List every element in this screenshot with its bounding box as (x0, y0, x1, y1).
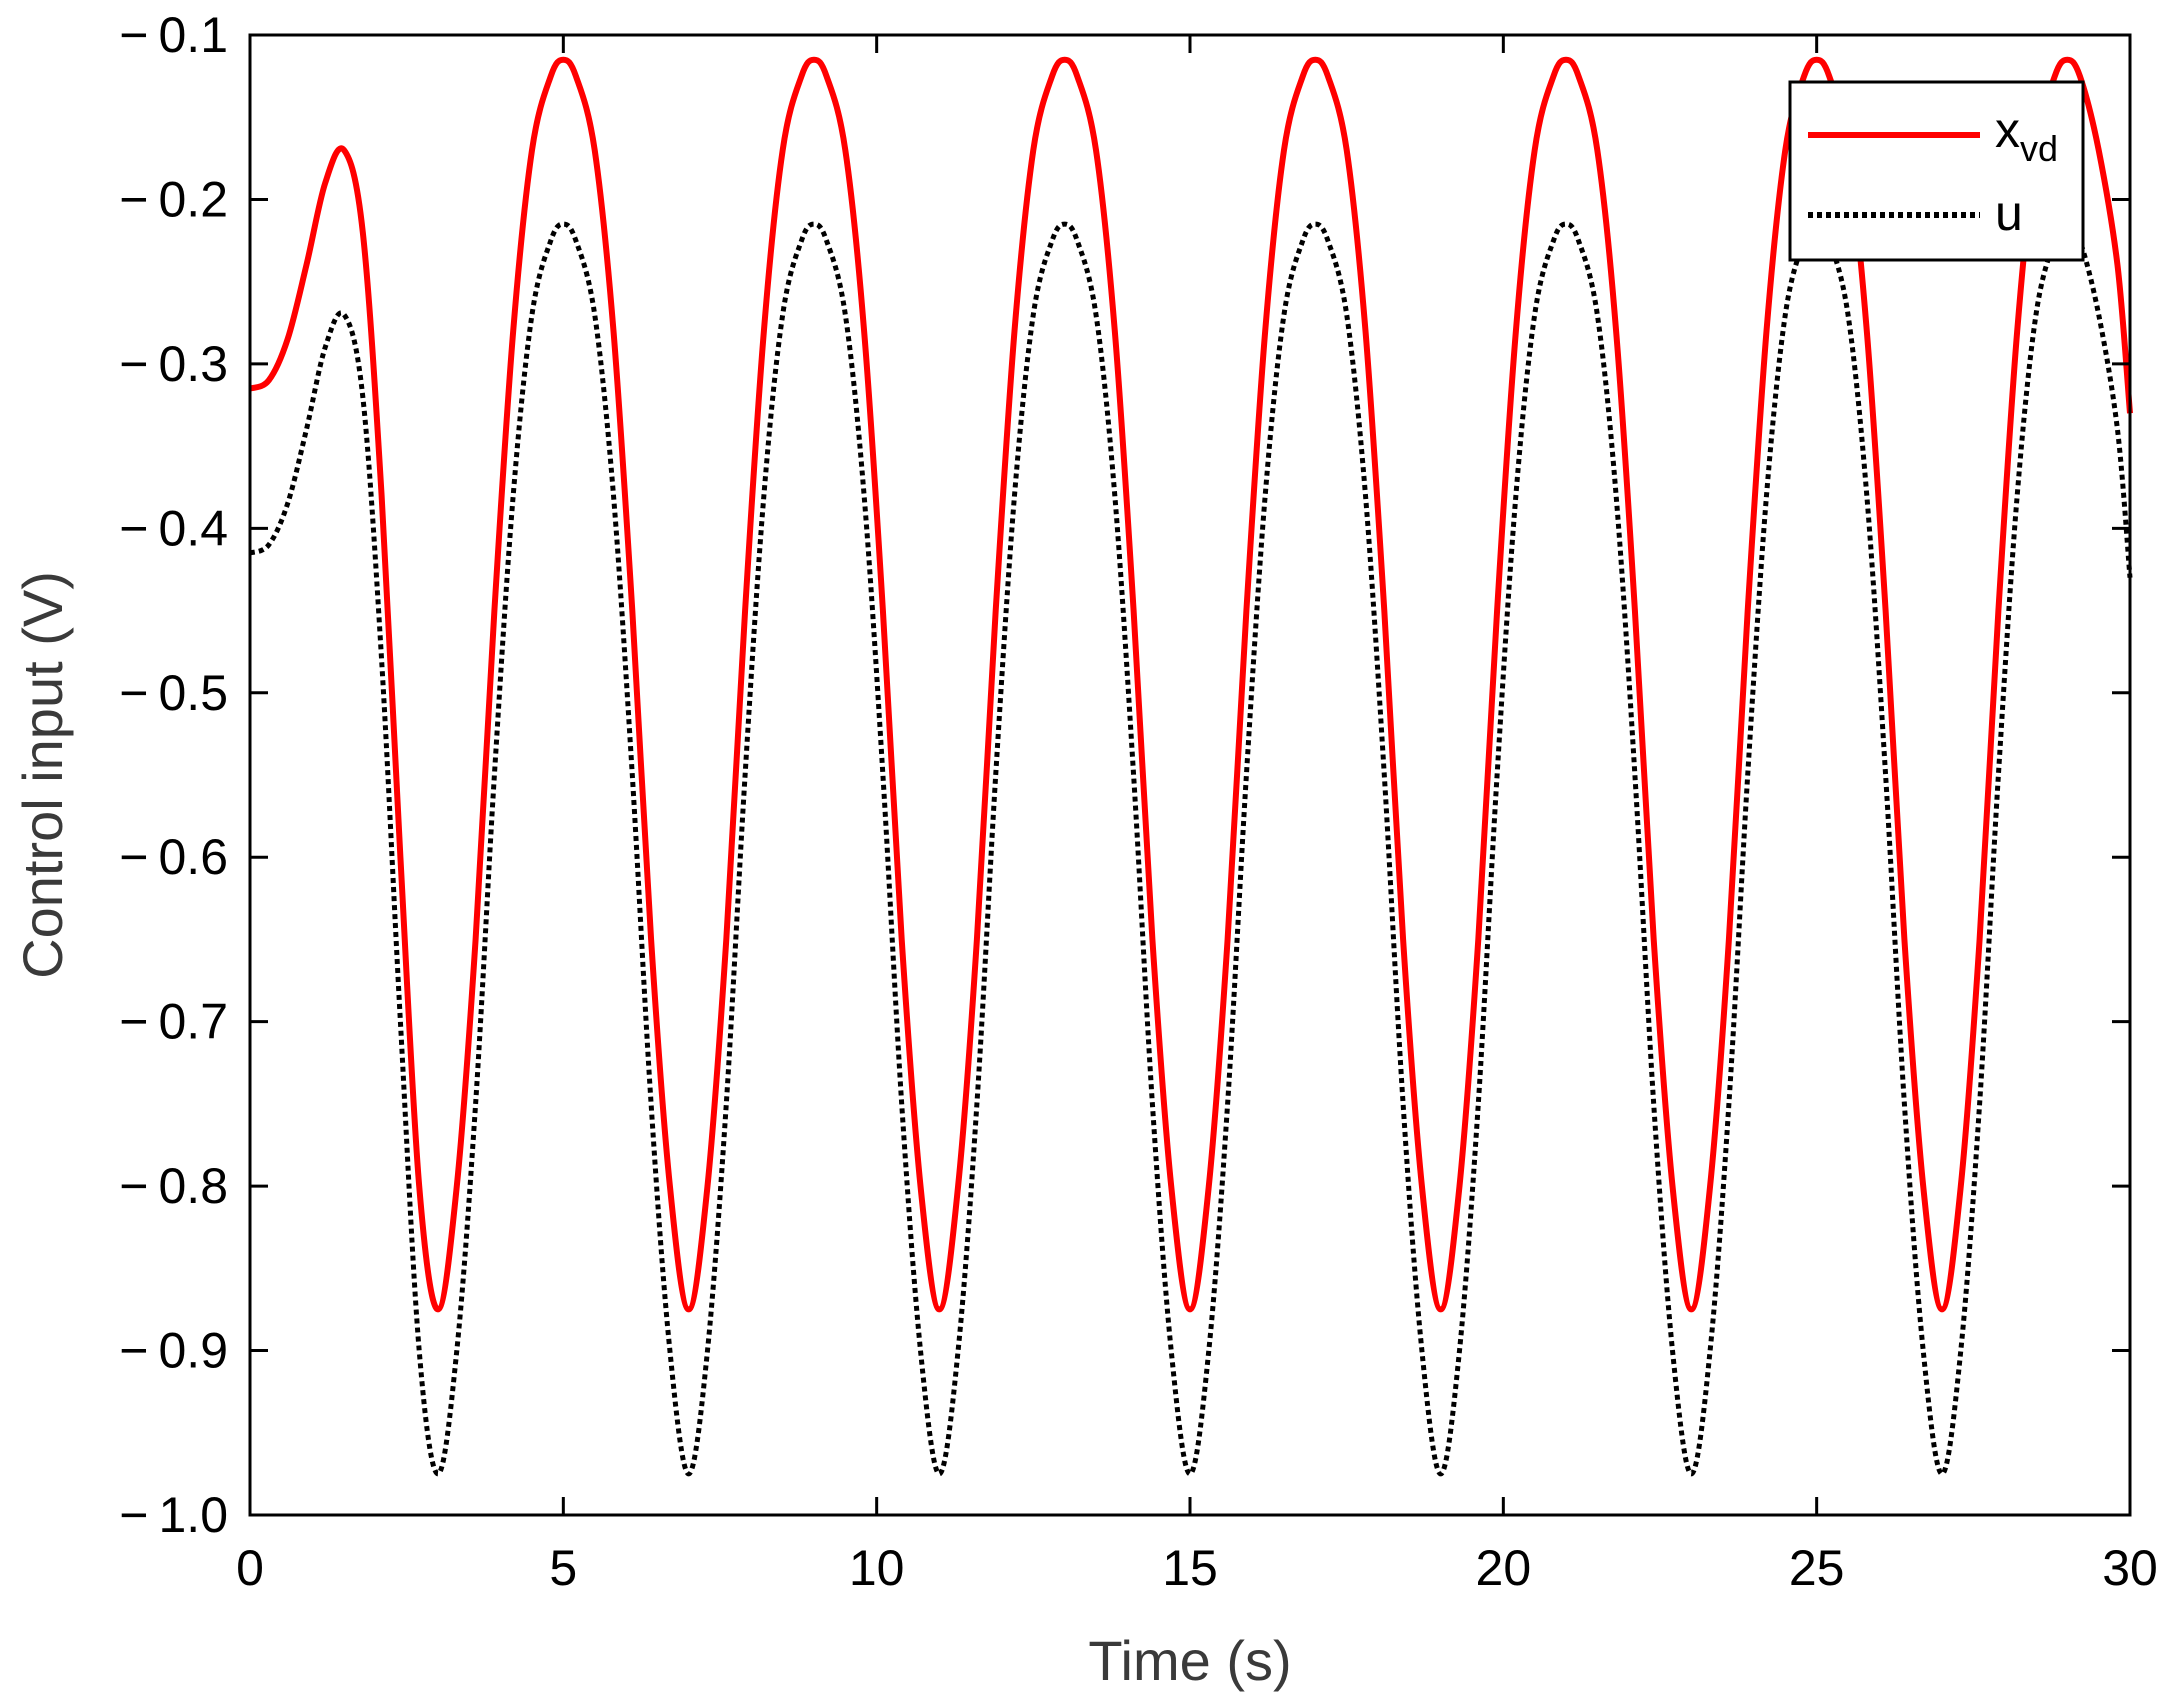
legend: xvd u (1788, 80, 2085, 262)
x-tick-label: 5 (549, 1540, 577, 1596)
y-tick-label: − 0.2 (119, 171, 228, 227)
plot-background (250, 35, 2130, 1515)
x-tick-label: 25 (1789, 1540, 1845, 1596)
x-axis-label: Time (s) (1088, 1629, 1291, 1692)
y-tick-label: − 0.1 (119, 7, 228, 63)
y-tick-label: − 0.3 (119, 336, 228, 392)
y-axis-label: Control input (V) (11, 571, 74, 979)
x-tick-label: 10 (849, 1540, 905, 1596)
y-tick-label: − 0.9 (119, 1323, 228, 1379)
y-tick-label: − 0.8 (119, 1158, 228, 1214)
y-tick-label: − 0.7 (119, 994, 228, 1050)
legend-label-xvd-sub: vd (2020, 128, 2058, 169)
legend-label-xvd-main: x (1995, 102, 2020, 158)
y-tick-label: − 0.5 (119, 665, 228, 721)
legend-label-u: u (1995, 185, 2023, 241)
x-tick-label: 0 (236, 1540, 264, 1596)
series-line-xvd (248, 56, 2133, 1313)
y-tick-label: − 0.4 (119, 500, 228, 556)
y-tick-label: − 1.0 (119, 1487, 228, 1543)
x-tick-label: 30 (2102, 1540, 2158, 1596)
tick-labels: 0 5 10 15 20 25 30 − 0.1 − 0.2 − 0.3 − 0.4 − 0.5 − 0… (119, 7, 2158, 1596)
plot-frame (248, 33, 2132, 1517)
x-tick-label: 20 (1476, 1540, 1532, 1596)
x-tick-label: 15 (1162, 1540, 1218, 1596)
legend-label-xvd: xvd (1995, 102, 2058, 169)
y-tick-label: − 0.6 (119, 829, 228, 885)
legend-box (1788, 80, 2085, 262)
